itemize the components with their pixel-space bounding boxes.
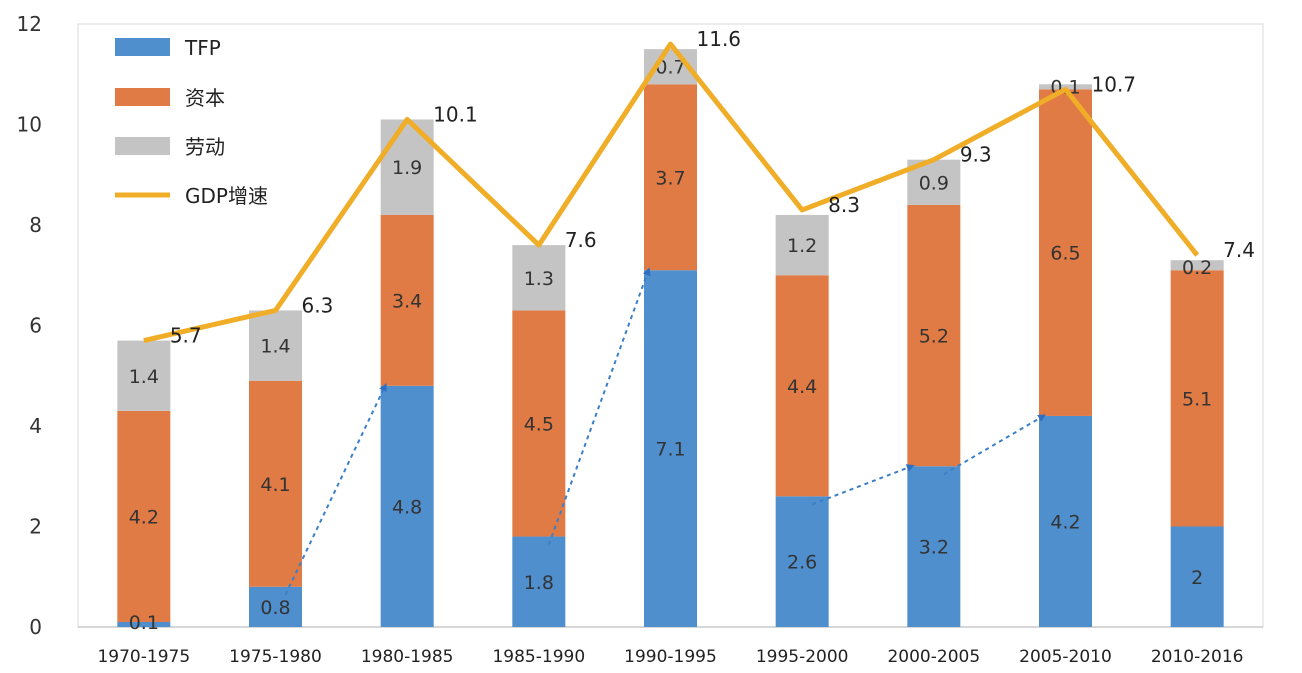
tfp-trend-arrow (811, 464, 915, 506)
data-label: 5.2 (919, 326, 949, 348)
data-label: 6.5 (1050, 243, 1080, 265)
legend-label: GDP增速 (185, 184, 268, 208)
gdp-data-label: 10.1 (433, 102, 478, 126)
x-tick-label: 1980-1985 (361, 647, 454, 667)
gdp-data-label: 10.7 (1092, 72, 1137, 96)
y-tick-label: 12 (17, 12, 42, 36)
data-label: 0.1 (129, 612, 159, 634)
bar-segment (1039, 89, 1092, 416)
data-label: 4.8 (392, 496, 422, 518)
bar-segment (907, 204, 961, 467)
x-tick-label: 1975-1980 (229, 647, 322, 667)
data-label: 0.8 (260, 597, 290, 619)
data-label: 1.3 (524, 268, 554, 290)
data-label: 4.4 (787, 376, 817, 398)
data-label: 2 (1191, 567, 1203, 589)
x-tick-label: 1995-2000 (756, 647, 849, 667)
bar-segment (512, 310, 566, 537)
gdp-data-label: 7.6 (565, 228, 597, 252)
data-label: 3.2 (919, 537, 949, 559)
data-label: 4.2 (1050, 511, 1080, 533)
tfp-trend-arrow (284, 383, 387, 596)
data-label: 1.2 (787, 235, 817, 257)
bar-segment (380, 385, 434, 627)
x-tick-label: 2005-2010 (1019, 647, 1112, 667)
data-label: 0.7 (655, 57, 685, 79)
bar-segment (512, 245, 566, 311)
data-label: 2.6 (787, 552, 817, 574)
bar-segment (1170, 270, 1224, 527)
x-tick-label: 1985-1990 (492, 647, 585, 667)
gdp-data-label: 8.3 (828, 193, 860, 217)
bar-segment (117, 340, 171, 411)
x-tick-label: 2010-2016 (1151, 647, 1244, 667)
y-tick-label: 2 (29, 515, 42, 539)
bar-segment (907, 466, 961, 627)
legend-swatch (115, 88, 170, 106)
bar-segment (249, 380, 302, 587)
y-tick-label: 10 (17, 113, 42, 137)
data-label: 0.2 (1182, 257, 1212, 279)
bar-segment (1039, 415, 1092, 627)
data-label: 3.4 (392, 290, 422, 312)
data-label: 4.2 (129, 506, 159, 528)
gdp-data-label: 5.7 (170, 324, 202, 348)
legend-label: TFP (184, 36, 221, 60)
y-tick-label: 8 (29, 213, 42, 237)
bar-segment (775, 275, 829, 497)
x-tick-label: 1970-1975 (97, 647, 190, 667)
data-label: 1.9 (392, 157, 422, 179)
bar-segment (775, 214, 829, 276)
y-tick-label: 6 (29, 314, 42, 338)
gdp-growth-line (143, 41, 1200, 344)
x-tick-label: 2000-2005 (887, 647, 980, 667)
gdp-data-label: 7.4 (1223, 238, 1255, 262)
gdp-data-label: 6.3 (302, 293, 334, 317)
bar-segment (1039, 84, 1092, 90)
x-tick-label: 1990-1995 (624, 647, 717, 667)
data-label: 4.1 (260, 474, 290, 496)
data-label: 1.8 (524, 572, 554, 594)
data-label: 1.4 (129, 366, 159, 388)
bar-segment (644, 270, 697, 627)
bar-segment (249, 586, 302, 627)
data-label: 3.7 (655, 167, 685, 189)
legend-label: 劳动 (185, 135, 225, 159)
data-label: 7.1 (655, 439, 685, 461)
tfp-trend-arrow (943, 414, 1047, 476)
bar-segment (380, 214, 434, 386)
legend-swatch (115, 38, 170, 56)
data-label: 5.1 (1182, 388, 1212, 410)
data-label: 4.5 (524, 413, 554, 435)
bar-segment (1170, 526, 1224, 627)
bar-segment (249, 310, 302, 381)
bar-segment (1170, 260, 1224, 271)
data-label: 0.9 (919, 172, 949, 194)
bar-segment (644, 84, 697, 271)
y-tick-label: 0 (29, 615, 42, 639)
bar-segment (117, 621, 171, 627)
bar-segment (775, 496, 829, 627)
tfp-trend-arrow (547, 267, 651, 545)
gdp-data-label: 11.6 (697, 27, 742, 51)
gdp-data-label: 9.3 (960, 143, 992, 167)
data-label: 1.4 (260, 336, 290, 358)
bar-segment (512, 536, 566, 627)
bar-segment (117, 410, 171, 622)
legend-swatch (115, 137, 170, 155)
legend-label: 资本 (185, 86, 225, 110)
y-tick-label: 4 (29, 414, 42, 438)
